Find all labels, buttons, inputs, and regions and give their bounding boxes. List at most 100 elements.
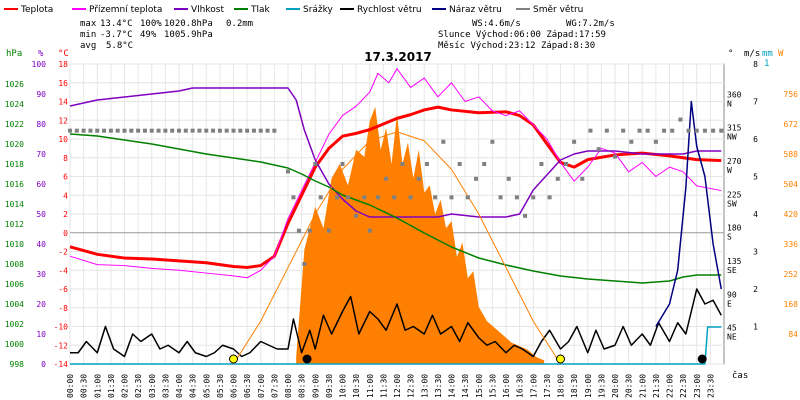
x-tick-label: 11:30 <box>379 374 388 398</box>
wind-direction-point <box>362 195 367 200</box>
x-tick-label: 20:30 <box>625 374 634 398</box>
x-tick-label: 17:30 <box>543 374 552 398</box>
x-tick-label: 01:30 <box>107 374 116 398</box>
axis-ms-label: m/s <box>744 49 760 59</box>
wind-direction-point <box>514 195 519 200</box>
tick-label: -12 <box>54 341 69 350</box>
wind-direction-point <box>465 195 470 200</box>
axis-mm-label: mm <box>762 49 773 59</box>
wind-direction-point <box>251 128 256 133</box>
moonset-marker <box>302 354 312 364</box>
x-tick-label: 13:00 <box>420 374 429 398</box>
axis-hpa-label: hPa <box>6 49 22 59</box>
stat-sun: Slunce Východ:06:00 Západ:17:59 <box>438 30 606 40</box>
wind-direction-point <box>354 213 359 218</box>
tick-label: 1008 <box>5 260 24 269</box>
wind-direction-point <box>686 128 691 133</box>
wind-direction-point <box>81 128 86 133</box>
x-tick-label: 19:00 <box>584 374 593 398</box>
series-line <box>70 326 722 365</box>
x-tick-label: 22:00 <box>666 374 675 398</box>
wind-direction-point <box>416 176 421 181</box>
wind-direction-point <box>265 128 270 133</box>
tick-label: 360 <box>727 90 742 99</box>
x-tick-label: 09:00 <box>311 374 320 398</box>
wind-direction-point <box>375 195 380 200</box>
tick-label: 90 <box>727 290 737 299</box>
tick-label: SW <box>727 199 737 208</box>
wind-direction-point <box>408 195 413 200</box>
legend-label: Srážky <box>303 5 334 15</box>
wind-direction-point <box>136 128 141 133</box>
tick-label: 84 <box>788 330 798 339</box>
wind-direction-point <box>645 128 650 133</box>
wind-direction-point <box>629 139 634 144</box>
wind-direction-point <box>441 139 446 144</box>
tick-label: 1026 <box>5 80 24 89</box>
wind-direction-point <box>547 195 552 200</box>
wind-direction-point <box>384 176 389 181</box>
wind-direction-point <box>482 162 487 166</box>
tick-label: 100 <box>32 60 47 69</box>
wind-direction-point <box>335 195 340 200</box>
x-tick-label: 09:30 <box>325 374 334 398</box>
wind-direction-point <box>74 128 79 133</box>
tick-label: -2 <box>58 248 68 257</box>
wind-direction-point <box>204 128 209 133</box>
x-tick-label: 23:00 <box>693 374 702 398</box>
tick-label: 50 <box>36 210 46 219</box>
tick-label: -6 <box>58 285 68 294</box>
wind-direction-point <box>490 139 495 144</box>
tick-label: 16 <box>58 79 68 88</box>
wind-direction-point <box>211 128 216 133</box>
sunrise-marker <box>229 354 238 364</box>
wind-direction-point <box>245 128 250 133</box>
x-tick-label: 23:30 <box>706 374 715 398</box>
wind-direction-point <box>694 128 699 133</box>
stat-avg-label: avg <box>80 41 96 51</box>
tick-label: 8 <box>63 154 68 163</box>
wind-direction-point <box>326 228 331 233</box>
x-tick-label: 05:30 <box>216 374 225 398</box>
wind-direction-point <box>555 176 560 181</box>
tick-label: 180 <box>727 224 742 233</box>
tick-label: 1018 <box>5 160 24 169</box>
tick-label: -10 <box>54 323 69 332</box>
x-tick-label: 07:30 <box>270 374 279 398</box>
stat-ws: WS:4.6m/s <box>472 19 521 29</box>
wind-direction-point <box>149 128 154 133</box>
wind-direction-point <box>142 128 147 133</box>
tick-label: 45 <box>727 324 737 333</box>
tick-label: 252 <box>784 270 799 279</box>
tick-label: 6 <box>63 173 68 182</box>
x-axis-label: čas <box>732 370 748 381</box>
stat-moon: Měsíc Východ:23:12 Západ:8:30 <box>438 41 595 51</box>
x-tick-label: 00:30 <box>80 374 89 398</box>
wind-direction-point <box>433 195 438 200</box>
wind-direction-point <box>580 176 585 181</box>
x-tick-label: 21:00 <box>638 374 647 398</box>
tick-label: 504 <box>784 180 799 189</box>
tick-label: 1010 <box>5 240 24 249</box>
legend-label: Teplota <box>20 5 53 15</box>
wind-direction-point <box>621 128 626 133</box>
tick-label: 756 <box>784 90 799 99</box>
tick-label: 315 <box>727 124 742 133</box>
x-tick-label: 11:00 <box>366 374 375 398</box>
x-tick-label: 05:00 <box>202 374 211 398</box>
series-line <box>70 288 722 358</box>
wind-direction-point <box>498 195 503 200</box>
area-series <box>296 106 545 364</box>
x-tick-label: 14:00 <box>448 374 457 398</box>
x-tick-label: 03:30 <box>161 374 170 398</box>
stat-max-hum: 100% <box>140 19 162 29</box>
wind-direction-point <box>313 162 318 166</box>
wind-direction-point <box>596 147 601 152</box>
x-tick-label: 00:00 <box>66 374 75 398</box>
tick-label: 12 <box>58 116 68 125</box>
wind-direction-point <box>457 162 462 166</box>
wind-direction-point <box>307 228 312 233</box>
x-tick-label: 04:30 <box>189 374 198 398</box>
tick-label: 80 <box>36 120 46 129</box>
x-tick-label: 02:00 <box>121 374 130 398</box>
